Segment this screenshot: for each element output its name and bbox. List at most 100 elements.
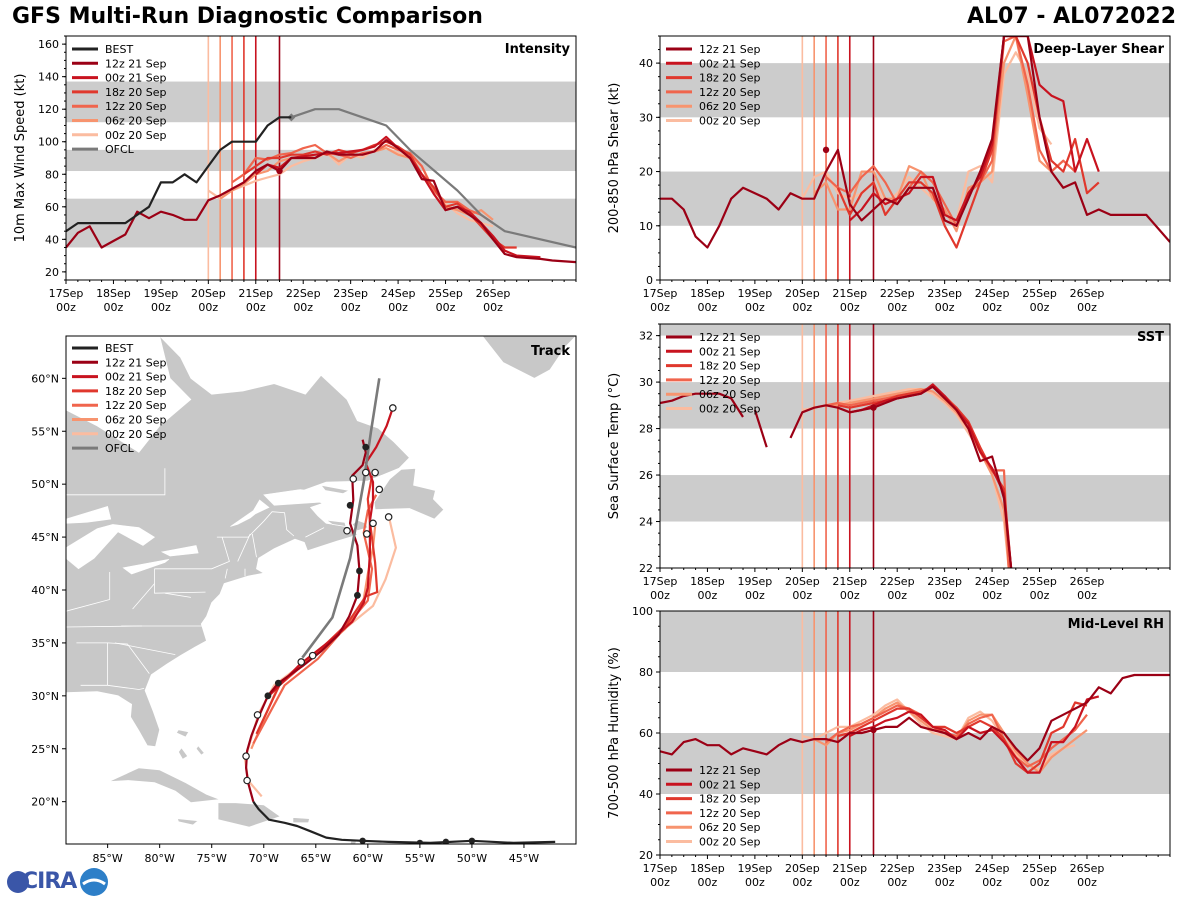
sst-xtick-label-hour: 00z [982, 589, 1002, 602]
shear-legend-label: 00z 20 Sep [699, 115, 761, 128]
intensity-xtick-label-day: 22Sep [286, 287, 321, 300]
sst-xtick-label-hour: 00z [792, 589, 812, 602]
track-legend-label: BEST [105, 342, 133, 355]
track-ytick-label: 20°N [31, 796, 59, 809]
intensity-xtick-label-day: 20Sep [191, 287, 226, 300]
intensity-legend-label: 06z 20 Sep [105, 115, 167, 128]
intensity-xtick-label-day: 18Sep [96, 287, 131, 300]
track-line-ofcl [301, 378, 381, 659]
intensity-ytick-label: 160 [38, 38, 59, 51]
land-mass-6 [217, 802, 282, 828]
track-line-12z-21-sep [245, 439, 367, 802]
shear-xtick-label-hour: 00z [745, 301, 765, 314]
sst-chart: 22242628303217Sep00z18Sep00z19Sep00z20Se… [607, 323, 1171, 602]
rh-ytick-label: 80 [639, 666, 653, 679]
shear-legend-label: 00z 21 Sep [699, 57, 761, 70]
shear-xtick-label-day: 24Sep [975, 287, 1010, 300]
forecast-open-marker [243, 776, 251, 785]
intensity-legend-label: 18z 20 Sep [105, 86, 167, 99]
intensity-line-12z-20-sep-0 [231, 143, 494, 225]
rh-legend-label: 00z 20 Sep [699, 836, 761, 849]
shear-xtick-label-day: 20Sep [785, 287, 820, 300]
track-legend-label: 06z 20 Sep [105, 414, 167, 427]
state-border-0 [66, 468, 166, 496]
sst-line-12z-21-sep-0 [660, 392, 744, 418]
intensity-legend-label: OFCL [105, 143, 135, 156]
best-position-marker [416, 839, 424, 844]
sst-ytick-label: 26 [639, 469, 653, 482]
intensity-marker-12z-21-sep [276, 167, 283, 175]
sst-line-12z-21-sep-1 [753, 409, 768, 448]
forecast-open-marker [369, 519, 377, 528]
forecast-open-marker [242, 752, 250, 760]
intensity-xtick-label-day: 26Sep [476, 287, 511, 300]
state-border-18 [251, 533, 257, 558]
best-position-marker [442, 838, 450, 844]
forecast-open-marker [389, 404, 397, 412]
rh-xtick-label-day: 17Sep [643, 862, 678, 875]
intensity-series-group [66, 108, 576, 264]
sst-xtick-label-day: 26Sep [1070, 575, 1105, 588]
shear-xtick-label-day: 18Sep [690, 287, 725, 300]
shear-xtick-label-hour: 00z [698, 301, 718, 314]
sst-xtick-label-day: 20Sep [785, 575, 820, 588]
state-border-1 [216, 511, 295, 538]
state-border-7 [107, 642, 150, 674]
track-ytick-label: 40°N [31, 584, 59, 597]
state-border-3 [154, 568, 206, 594]
rh-band-1 [660, 611, 1170, 672]
rh-xtick-label-hour: 00z [982, 876, 1002, 889]
rh-marker-12z-21-sep [870, 726, 877, 734]
rh-line-12z-20-sep-0 [825, 704, 1088, 768]
rh-band-0 [660, 733, 1170, 794]
water-body-2 [160, 545, 199, 557]
intensity-ytick-label: 40 [45, 233, 59, 246]
forecast-position-marker [274, 679, 282, 687]
state-border-6 [114, 642, 176, 655]
shear-series-group [660, 36, 1170, 249]
track-ytick-label: 45°N [31, 531, 59, 544]
sst-ylabel: Sea Surface Temp (°C) [607, 373, 622, 520]
rh-xtick-label-hour: 00z [745, 876, 765, 889]
rh-legend-label: 06z 20 Sep [699, 821, 761, 834]
intensity-panel-title: Intensity [505, 42, 571, 57]
shear-chart: 01020304017Sep00z18Sep00z19Sep00z20Sep00… [607, 35, 1171, 314]
shear-xtick-label-day: 17Sep [643, 287, 678, 300]
intensity-legend-label: 00z 21 Sep [105, 72, 167, 85]
shear-legend-label: 12z 20 Sep [699, 86, 761, 99]
forecast-open-marker [371, 468, 379, 477]
track-xtick-label: 70°W [249, 852, 279, 865]
track-legend-label: 18z 20 Sep [105, 385, 167, 398]
rh-xtick-label-day: 20Sep [785, 862, 820, 875]
sst-marker-12z-21-sep [870, 404, 877, 411]
sst-xtick-label-hour: 00z [840, 589, 860, 602]
shear-line-18z-20-sep-0 [836, 36, 1100, 249]
forecast-open-marker [297, 658, 306, 666]
track-ytick-label: 25°N [31, 743, 59, 756]
rh-ytick-label: 100 [632, 605, 653, 618]
storm-id-title: AL07 - AL072022 [967, 4, 1176, 29]
sst-legend-label: 18z 20 Sep [699, 360, 761, 373]
shear-legend-label: 06z 20 Sep [699, 100, 761, 113]
water-body-1 [263, 489, 359, 515]
track-xtick-label: 65°W [301, 852, 331, 865]
shear-xtick-label-hour: 00z [887, 301, 907, 314]
intensity-ytick-label: 120 [38, 103, 59, 116]
intensity-ytick-label: 20 [45, 266, 59, 279]
state-border-16 [224, 568, 228, 579]
shear-line-12z-21-sep-0 [660, 36, 1170, 249]
rh-legend-label: 00z 21 Sep [699, 778, 761, 791]
track-xtick-label: 50°W [457, 852, 487, 865]
intensity-xtick-label-hour: 00z [293, 301, 313, 314]
rh-xtick-label-day: 24Sep [975, 862, 1010, 875]
state-border-8 [107, 684, 145, 690]
shear-ytick-label: 10 [639, 220, 653, 233]
sst-line-00z-21-sep-0 [849, 383, 1013, 568]
shear-xtick-label-hour: 00z [1030, 301, 1050, 314]
water-body-6 [230, 499, 270, 527]
intensity-ytick-label: 80 [45, 168, 59, 181]
sst-legend-label: 00z 21 Sep [699, 345, 761, 358]
shear-xtick-label-day: 21Sep [832, 287, 867, 300]
sst-xtick-label-hour: 00z [650, 589, 670, 602]
rh-xtick-label-hour: 00z [698, 876, 718, 889]
